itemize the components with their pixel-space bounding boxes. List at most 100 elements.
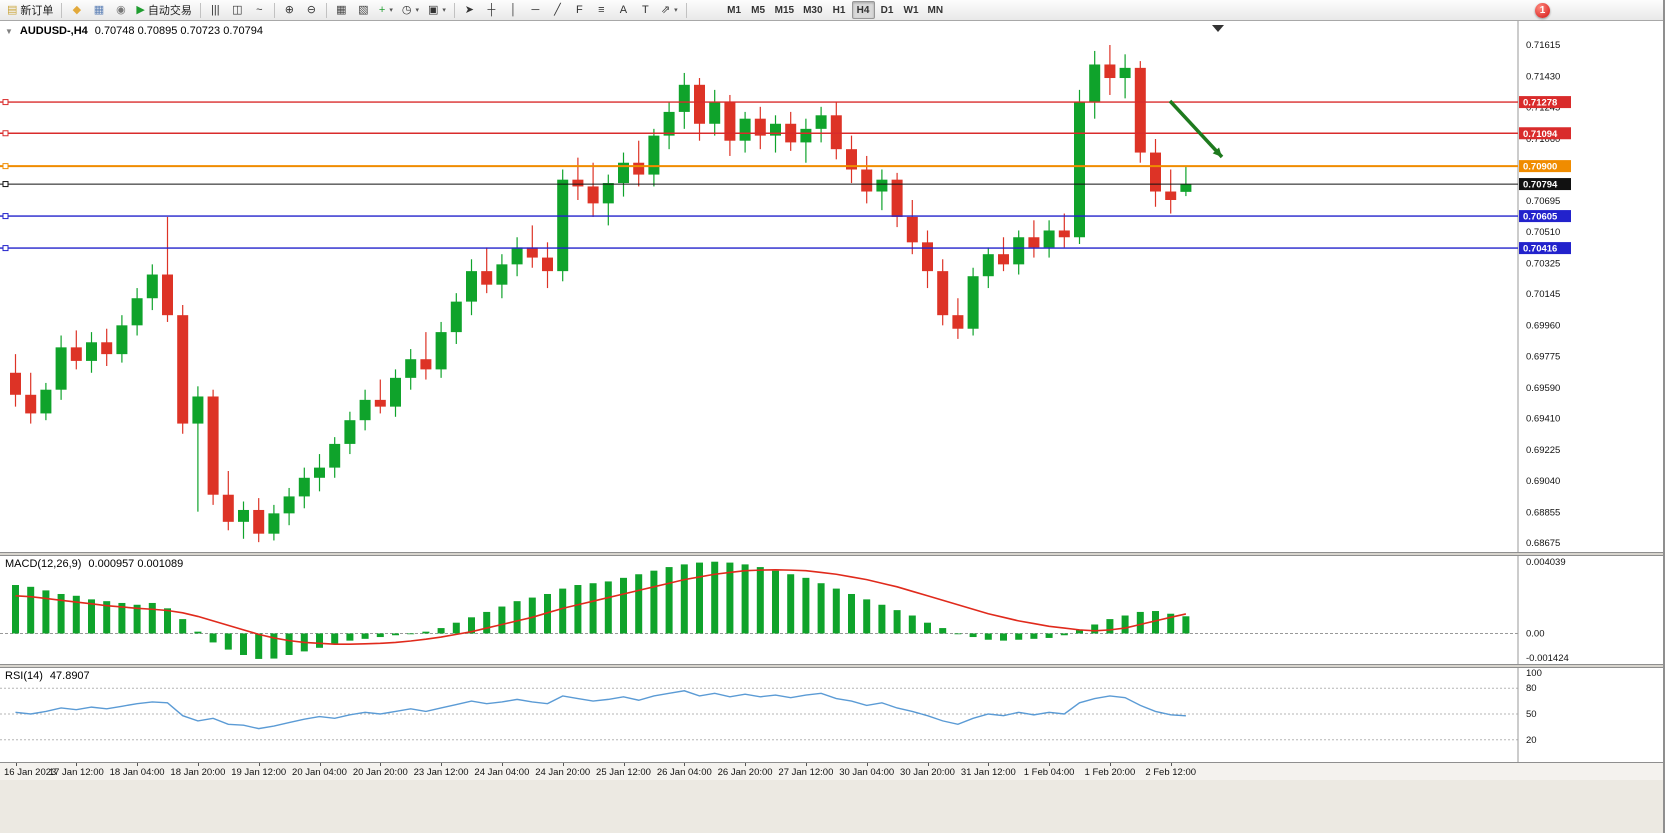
- macd-chart[interactable]: 0.004039 0.00 -0.001424: [0, 556, 1665, 664]
- candle-body: [648, 135, 660, 175]
- new-order-button[interactable]: ▤ 新订单: [3, 1, 57, 19]
- line-anchor[interactable]: [2, 245, 9, 252]
- price-tag-label: 0.71094: [1523, 129, 1558, 140]
- tile-windows-button[interactable]: ▦: [331, 1, 352, 19]
- macd-histogram-bar: [665, 567, 673, 634]
- one-click-collapse-arrow-icon[interactable]: ▼: [5, 26, 13, 36]
- candle-body: [1089, 64, 1101, 102]
- time-axis[interactable]: 16 Jan 2023 17 Jan 12:00 18 Jan 04:00 18 Ja…: [0, 762, 1663, 780]
- macd-histogram-bar: [650, 570, 658, 634]
- templates-button[interactable]: ▣ ▾: [424, 1, 450, 19]
- price-tag: [1519, 160, 1571, 173]
- tf-m15-button[interactable]: M15: [771, 1, 798, 19]
- notification-badge[interactable]: 1: [1535, 2, 1550, 18]
- rsi-chart[interactable]: 100 80 50 20: [0, 668, 1665, 762]
- macd-histogram-bar: [908, 615, 916, 634]
- macd-histogram-bar: [1091, 624, 1099, 634]
- shapes-icon: ⇗: [660, 3, 671, 16]
- zoom-out-button[interactable]: ⊖: [301, 1, 322, 19]
- cascade-windows-button[interactable]: ▧: [353, 1, 374, 19]
- hline-icon: ─: [531, 3, 540, 16]
- candle-body: [466, 271, 477, 302]
- price-chart-panel[interactable]: 0.71615 0.71430 0.71245 0.71060 0.70695 0.705…: [0, 21, 1665, 552]
- auto-trading-button[interactable]: ▶ 自动交易: [132, 1, 195, 19]
- shapes-button[interactable]: ⇗ ▾: [657, 1, 682, 19]
- toolbar-group-zoom: ⊕ ⊖: [279, 1, 322, 19]
- time-tick: [623, 763, 625, 766]
- chart-shift-marker[interactable]: [1212, 25, 1224, 32]
- panel-splitter[interactable]: [0, 664, 1663, 668]
- tf-h1-button[interactable]: H1: [828, 1, 851, 19]
- macd-histogram-bar: [361, 633, 369, 639]
- cursor-icon: ➤: [464, 3, 474, 16]
- line-anchor[interactable]: [2, 130, 9, 137]
- tf-mn-button[interactable]: MN: [924, 1, 948, 19]
- community-button[interactable]: ◉: [110, 1, 131, 19]
- time-tick: [805, 763, 807, 766]
- candle-body: [40, 389, 52, 414]
- line-anchor[interactable]: [2, 213, 9, 220]
- indicators-button[interactable]: + ▾: [375, 1, 397, 19]
- toolbar-separator: [685, 2, 687, 18]
- time-axis-label: 20 Jan 20:00: [352, 767, 408, 778]
- time-tick: [441, 763, 443, 766]
- time-tick: [15, 763, 17, 766]
- text-label-button[interactable]: T: [635, 1, 656, 19]
- crosshair-button[interactable]: ┼: [481, 1, 502, 19]
- line-anchor[interactable]: [2, 181, 9, 188]
- bar-chart-button[interactable]: |||: [205, 1, 226, 19]
- zoom-in-button[interactable]: ⊕: [279, 1, 300, 19]
- candle-body: [1180, 184, 1192, 192]
- line-anchor[interactable]: [2, 163, 9, 170]
- line-chart-button[interactable]: ~: [249, 1, 270, 19]
- time-axis-label: 24 Jan 04:00: [474, 767, 530, 778]
- macd-histogram-bar: [88, 599, 95, 634]
- candle-body: [253, 509, 265, 534]
- fibonacci-button[interactable]: F: [569, 1, 590, 19]
- tf-m1-button-label: M1: [727, 4, 742, 16]
- candle-body: [177, 315, 189, 424]
- tf-m5-button[interactable]: M5: [747, 1, 770, 19]
- text-button[interactable]: A: [613, 1, 634, 19]
- candlestick-button[interactable]: ◫: [227, 1, 248, 19]
- candle-body: [770, 123, 781, 136]
- macd-histogram-bar: [574, 585, 582, 634]
- charts-button[interactable]: ▦: [88, 1, 109, 19]
- candle-body: [800, 128, 812, 143]
- macd-panel[interactable]: 0.004039 0.00 -0.001424 MACD(12,26,9) 0.00…: [0, 556, 1665, 664]
- price-axis-label: 0.71060: [1526, 134, 1560, 145]
- candle-body: [922, 242, 933, 272]
- tf-m1-button[interactable]: M1: [723, 1, 746, 19]
- trendline-button[interactable]: ╱: [547, 1, 568, 19]
- candlestick-chart[interactable]: 0.71615 0.71430 0.71245 0.71060 0.70695 0.705…: [0, 21, 1665, 552]
- macd-histogram-bar: [57, 593, 65, 634]
- tf-d1-button[interactable]: D1: [876, 1, 899, 19]
- line-anchor[interactable]: [2, 99, 9, 106]
- auto-play-icon: ▶: [136, 3, 145, 16]
- horizontal-line-button[interactable]: ─: [525, 1, 546, 19]
- time-axis-label: 26 Jan 20:00: [717, 767, 773, 778]
- dropdown-caret-icon: ▾: [442, 7, 446, 14]
- rsi-header: RSI(14) 47.8907: [5, 670, 90, 682]
- macd-histogram-bar: [316, 633, 323, 648]
- text-icon: A: [619, 3, 628, 16]
- macd-histogram-bar: [741, 564, 749, 634]
- metaeditor-button[interactable]: ◆: [66, 1, 87, 19]
- tf-w1-button-label: W1: [903, 4, 919, 16]
- candle-body: [222, 494, 234, 522]
- chart-header: ▼ AUDUSD-,H4 0.70748 0.70895 0.70723 0.7…: [5, 25, 263, 37]
- tf-h4-button[interactable]: H4: [851, 1, 875, 19]
- time-tick: [501, 763, 503, 766]
- rsi-panel[interactable]: 100 80 50 20 RSI(14) 47.8907: [0, 668, 1665, 762]
- cursor-button[interactable]: ➤: [459, 1, 480, 19]
- trend-arrow-annotation[interactable]: [1168, 99, 1224, 159]
- tf-w1-button[interactable]: W1: [900, 1, 923, 19]
- panel-splitter[interactable]: [0, 552, 1663, 556]
- channel-button[interactable]: ≡: [591, 1, 612, 19]
- tf-m30-button[interactable]: M30: [799, 1, 826, 19]
- vertical-line-button[interactable]: │: [503, 1, 524, 19]
- time-tick: [380, 763, 382, 766]
- periods-button[interactable]: ◷ ▾: [398, 1, 423, 19]
- macd-histogram-bar: [787, 574, 795, 634]
- candle-body: [982, 254, 994, 277]
